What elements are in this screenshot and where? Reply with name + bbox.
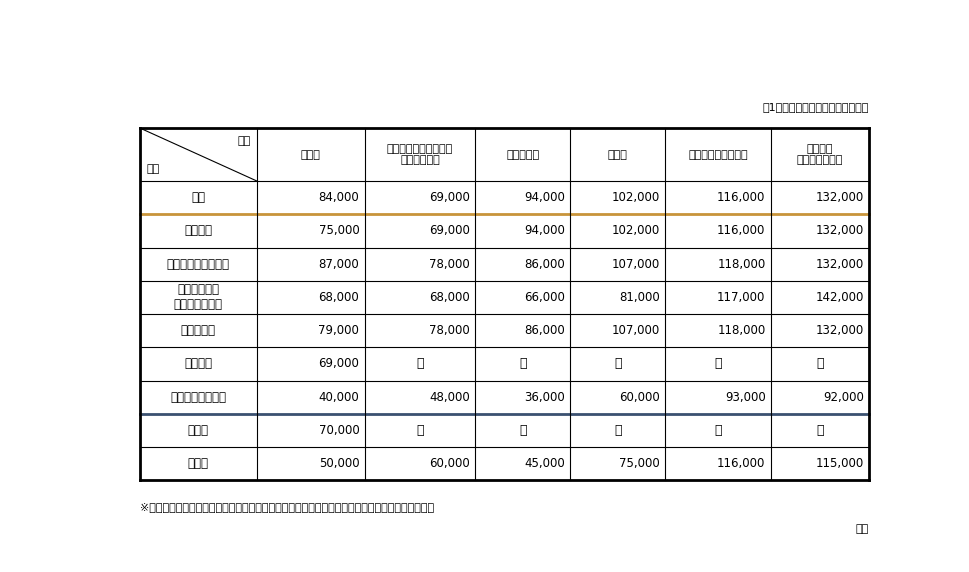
Text: 66,000: 66,000 [523,291,564,304]
Text: 50,000: 50,000 [319,457,359,470]
Text: 共同住宅: 共同住宅 [184,224,212,237]
Text: －: － [613,358,621,371]
Text: 69,000: 69,000 [429,191,470,204]
Text: 142,000: 142,000 [815,291,863,304]
Text: 86,000: 86,000 [523,324,564,337]
Text: 60,000: 60,000 [618,391,659,404]
Text: 117,000: 117,000 [716,291,765,304]
Text: 60,000: 60,000 [429,457,470,470]
Text: 鉄筋コンクリート造: 鉄筋コンクリート造 [687,149,747,160]
Text: 94,000: 94,000 [523,191,564,204]
Text: 鉄骨造: 鉄骨造 [608,149,627,160]
Text: 93,000: 93,000 [724,391,765,404]
Text: 36,000: 36,000 [523,391,564,404]
Text: 土　蔵: 土 蔵 [188,424,208,437]
Text: 116,000: 116,000 [716,224,765,237]
Text: 40,000: 40,000 [318,391,359,404]
Text: 木　造: 木 造 [300,149,321,160]
Text: 70,000: 70,000 [318,424,359,437]
Text: 132,000: 132,000 [815,257,863,271]
Text: 118,000: 118,000 [716,257,765,271]
Text: （1平方メートル単価・単位：円）: （1平方メートル単価・単位：円） [762,102,868,112]
Text: 75,000: 75,000 [318,224,359,237]
Text: －: － [518,358,526,371]
Text: 68,000: 68,000 [318,291,359,304]
Text: 79,000: 79,000 [318,324,359,337]
Text: 102,000: 102,000 [610,191,659,204]
Text: 75,000: 75,000 [618,457,659,470]
Text: －: － [416,424,423,437]
Text: －: － [713,424,721,437]
Text: 78,000: 78,000 [429,257,470,271]
Text: 69,000: 69,000 [318,358,359,371]
Text: 87,000: 87,000 [318,257,359,271]
Text: －: － [713,358,721,371]
Text: 軽量鉄骨造: 軽量鉄骨造 [506,149,539,160]
Text: 86,000: 86,000 [523,257,564,271]
Text: 132,000: 132,000 [815,324,863,337]
Text: 種類: 種類 [146,164,159,174]
Text: －: － [518,424,526,437]
Text: 公衆浴場: 公衆浴場 [184,358,212,371]
Text: 劇場・病院: 劇場・病院 [180,324,216,337]
Text: 45,000: 45,000 [523,457,564,470]
Text: 構造: 構造 [237,136,250,146]
Text: れんが造・コンクリー
トブロック造: れんが造・コンクリー トブロック造 [387,144,453,165]
Text: －: － [613,424,621,437]
Text: 81,000: 81,000 [618,291,659,304]
Text: 68,000: 68,000 [429,291,470,304]
Text: 132,000: 132,000 [815,191,863,204]
Text: 102,000: 102,000 [610,224,659,237]
Text: 107,000: 107,000 [610,324,659,337]
Text: 居宅: 居宅 [191,191,205,204]
Text: 118,000: 118,000 [716,324,765,337]
Text: －: － [816,424,823,437]
Text: －: － [416,358,423,371]
Text: 115,000: 115,000 [815,457,863,470]
Text: 店舗・事務所
・百貨店・銀行: 店舗・事務所 ・百貨店・銀行 [173,283,223,311]
Text: 48,000: 48,000 [429,391,470,404]
Text: 116,000: 116,000 [716,191,765,204]
Text: 116,000: 116,000 [716,457,765,470]
Text: 84,000: 84,000 [318,191,359,204]
Text: 工場・倉庫・市場: 工場・倉庫・市場 [171,391,226,404]
Text: 69,000: 69,000 [429,224,470,237]
Text: 92,000: 92,000 [823,391,863,404]
Text: 静岡: 静岡 [855,525,868,534]
Text: －: － [816,358,823,371]
Text: 94,000: 94,000 [523,224,564,237]
Text: 132,000: 132,000 [815,224,863,237]
Text: 107,000: 107,000 [610,257,659,271]
Text: 78,000: 78,000 [429,324,470,337]
Text: 鉄骨鉄筋
コンクリート造: 鉄骨鉄筋 コンクリート造 [796,144,842,165]
Text: ※　本基準により難い場合は，類似する建物との均衡を考慮し個別具体的に認定することとする。: ※ 本基準により難い場合は，類似する建物との均衡を考慮し個別具体的に認定すること… [140,502,434,513]
Text: 附属家: 附属家 [188,457,208,470]
Text: 旅館・料亭・ホテル: 旅館・料亭・ホテル [167,257,230,271]
